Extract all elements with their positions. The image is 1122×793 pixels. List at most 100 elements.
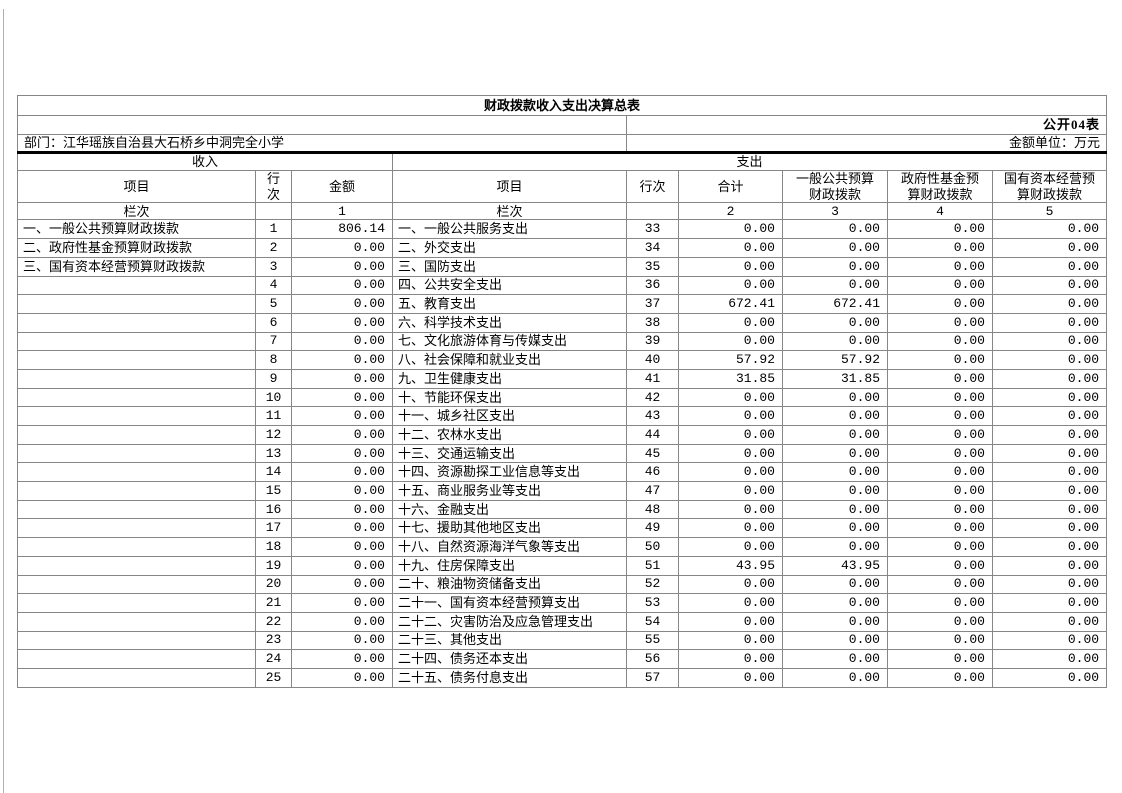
lanci-total-index: 2	[678, 202, 783, 221]
income-amount-cell: 0.00	[291, 555, 393, 576]
table-row: 24 0.00 二十四、债务还本支出 56 0.00 0.00 0.00 0.0…	[17, 649, 1108, 669]
expense-total-cell: 0.00	[678, 443, 783, 464]
income-amount-cell: 0.00	[291, 574, 393, 595]
income-amount-cell: 0.00	[291, 275, 393, 296]
expense-rowno-cell: 57	[626, 667, 679, 688]
expense-gov-fund-cell: 0.00	[887, 649, 993, 669]
expense-state-capital-cell: 0.00	[991, 462, 1108, 483]
expense-total-cell: 0.00	[678, 667, 783, 688]
expense-total-cell: 0.00	[678, 238, 783, 258]
col-header-income-item: 项目	[17, 169, 256, 204]
expense-state-capital-cell: 0.00	[991, 481, 1108, 501]
expense-gov-fund-cell: 0.00	[887, 667, 993, 688]
col-header-state-capital-budget: 国有资本经营预算财政拨款	[991, 169, 1108, 204]
table-row: 12 0.00 十二、农林水支出 44 0.00 0.00 0.00 0.00	[17, 425, 1108, 445]
expense-item-cell: 十七、援助其他地区支出	[392, 518, 627, 539]
expense-gov-fund-cell: 0.00	[887, 518, 993, 539]
lanci-income-rowno-spacer	[255, 202, 292, 221]
income-rowno-cell: 19	[255, 555, 292, 576]
department-label: 部门：江华瑶族自治县大石桥乡中洞完全小学	[17, 134, 627, 154]
expense-gov-fund-cell: 0.00	[887, 611, 993, 632]
expense-gov-fund-cell: 0.00	[887, 406, 993, 426]
income-amount-cell: 0.00	[291, 462, 393, 483]
expense-item-cell: 十二、农林水支出	[392, 425, 627, 445]
col-header-government-fund-budget: 政府性基金预算财政拨款	[887, 169, 993, 204]
expense-state-capital-cell: 0.00	[991, 518, 1108, 539]
column-header-row: 项目 行次 金额 项目 行次 合计 一般公共预算财政拨款 政府性基金预算财政拨款…	[17, 169, 1108, 204]
expense-item-cell: 四、公共安全支出	[392, 275, 627, 296]
expense-gov-fund-cell: 0.00	[887, 312, 993, 333]
expense-total-cell: 0.00	[678, 406, 783, 426]
page-edge-line	[3, 9, 4, 793]
income-item-cell	[17, 368, 256, 389]
expense-state-capital-cell: 0.00	[991, 443, 1108, 464]
expense-general-budget-cell: 0.00	[782, 275, 888, 296]
table-row: 17 0.00 十七、援助其他地区支出 49 0.00 0.00 0.00 0.…	[17, 518, 1108, 539]
expense-general-budget-cell: 0.00	[782, 481, 888, 501]
expense-total-cell: 0.00	[678, 481, 783, 501]
expense-general-budget-cell: 0.00	[782, 238, 888, 258]
expense-total-cell: 0.00	[678, 611, 783, 632]
expense-item-cell: 十八、自然资源海洋气象等支出	[392, 537, 627, 557]
expense-rowno-cell: 49	[626, 518, 679, 539]
table-row: 23 0.00 二十三、其他支出 55 0.00 0.00 0.00 0.00	[17, 630, 1108, 651]
section-header-row: 收入 支出	[17, 151, 1108, 171]
expense-total-cell: 43.95	[678, 555, 783, 576]
expense-rowno-cell: 34	[626, 238, 679, 258]
income-amount-cell: 0.00	[291, 238, 393, 258]
table-row: 22 0.00 二十二、灾害防治及应急管理支出 54 0.00 0.00 0.0…	[17, 611, 1108, 632]
expense-rowno-cell: 52	[626, 574, 679, 595]
expense-gov-fund-cell: 0.00	[887, 387, 993, 408]
expense-state-capital-cell: 0.00	[991, 406, 1108, 426]
expense-rowno-cell: 51	[626, 555, 679, 576]
table-row: 20 0.00 二十、粮油物资储备支出 52 0.00 0.00 0.00 0.…	[17, 574, 1108, 595]
expense-total-cell: 31.85	[678, 368, 783, 389]
expense-item-cell: 七、文化旅游体育与传媒支出	[392, 331, 627, 352]
table-row: 7 0.00 七、文化旅游体育与传媒支出 39 0.00 0.00 0.00 0…	[17, 331, 1108, 352]
expense-rowno-cell: 44	[626, 425, 679, 445]
income-rowno-cell: 11	[255, 406, 292, 426]
table-body: 一、一般公共预算财政拨款 1 806.14 一、一般公共服务支出 33 0.00…	[17, 219, 1108, 688]
income-rowno-cell: 12	[255, 425, 292, 445]
expense-total-cell: 0.00	[678, 331, 783, 352]
income-item-cell	[17, 406, 256, 426]
expense-gov-fund-cell: 0.00	[887, 368, 993, 389]
income-item-cell	[17, 312, 256, 333]
table-row: 一、一般公共预算财政拨款 1 806.14 一、一般公共服务支出 33 0.00…	[17, 219, 1108, 240]
expense-rowno-cell: 45	[626, 443, 679, 464]
table-row: 11 0.00 十一、城乡社区支出 43 0.00 0.00 0.00 0.00	[17, 406, 1108, 426]
income-amount-cell: 806.14	[291, 219, 393, 240]
income-amount-cell: 0.00	[291, 425, 393, 445]
expense-total-cell: 57.92	[678, 350, 783, 370]
expense-rowno-cell: 46	[626, 462, 679, 483]
income-rowno-cell: 14	[255, 462, 292, 483]
expense-item-cell: 十、节能环保支出	[392, 387, 627, 408]
income-item-cell	[17, 574, 256, 595]
income-item-cell	[17, 294, 256, 314]
income-item-cell	[17, 481, 256, 501]
expense-rowno-cell: 35	[626, 256, 679, 277]
expense-general-budget-cell: 0.00	[782, 443, 888, 464]
expense-state-capital-cell: 0.00	[991, 294, 1108, 314]
table-row: 15 0.00 十五、商业服务业等支出 47 0.00 0.00 0.00 0.…	[17, 481, 1108, 501]
income-rowno-cell: 16	[255, 499, 292, 520]
income-rowno-cell: 25	[255, 667, 292, 688]
lanci-expense-rowno-spacer	[626, 202, 679, 221]
expense-total-cell: 0.00	[678, 219, 783, 240]
expense-general-budget-cell: 0.00	[782, 518, 888, 539]
lanci-gov-fund-index: 4	[887, 202, 993, 221]
col-header-income-rowno: 行次	[255, 169, 292, 204]
income-rowno-cell: 10	[255, 387, 292, 408]
income-amount-cell: 0.00	[291, 443, 393, 464]
income-item-cell: 二、政府性基金预算财政拨款	[17, 238, 256, 258]
expense-general-budget-cell: 57.92	[782, 350, 888, 370]
expense-item-cell: 一、一般公共服务支出	[392, 219, 627, 240]
expense-rowno-cell: 55	[626, 630, 679, 651]
income-amount-cell: 0.00	[291, 387, 393, 408]
income-item-cell	[17, 630, 256, 651]
income-item-cell	[17, 593, 256, 613]
income-amount-cell: 0.00	[291, 667, 393, 688]
lanci-amount-index: 1	[291, 202, 393, 221]
expense-rowno-cell: 48	[626, 499, 679, 520]
income-amount-cell: 0.00	[291, 537, 393, 557]
